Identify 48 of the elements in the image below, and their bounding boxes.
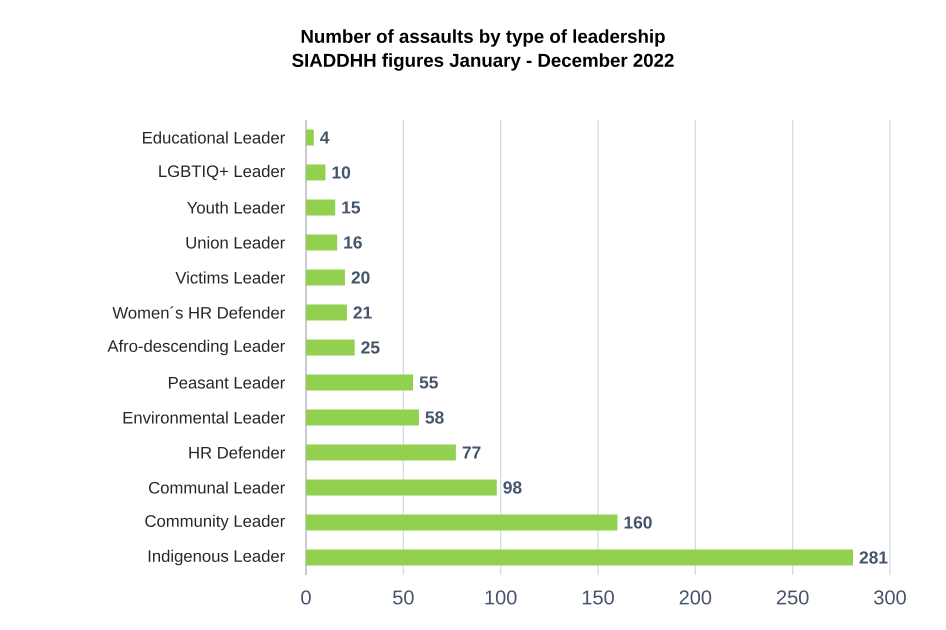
- bar: [306, 514, 618, 530]
- y-tick-label: Union Leader: [186, 236, 285, 249]
- data-label: 4: [320, 132, 330, 144]
- bar: [306, 409, 419, 426]
- x-tick-label: 0: [301, 590, 311, 605]
- x-tick-label: 200: [680, 590, 712, 605]
- bar: [306, 339, 355, 356]
- bar: [306, 479, 497, 496]
- chart-title: Number of assaults by type of leadership: [302, 29, 665, 47]
- bar: [306, 129, 314, 146]
- bar: [306, 199, 336, 216]
- data-label: 20: [352, 271, 370, 284]
- y-tick-label: LGBTIQ+ Leader: [159, 164, 285, 180]
- data-label: 160: [624, 516, 652, 529]
- y-tick-label: Peasant Leader: [168, 376, 285, 389]
- x-tick-label: 100: [486, 590, 517, 605]
- bar: [306, 234, 338, 250]
- bar: [306, 549, 854, 566]
- x-tick-label: 50: [393, 590, 414, 605]
- data-label: 15: [342, 201, 360, 214]
- y-tick-label: Communal Leader: [149, 481, 285, 494]
- data-label: 25: [361, 341, 380, 354]
- x-tick-label: 250: [776, 590, 809, 605]
- y-tick-label: Women´s HR Defender: [112, 306, 285, 319]
- data-label: 98: [503, 481, 522, 494]
- y-tick-label: Afro-descending Leader: [107, 340, 285, 356]
- y-tick-label: Educational Leader: [143, 131, 285, 144]
- data-label: 16: [344, 236, 362, 249]
- data-label: 10: [332, 166, 350, 179]
- data-label: 281: [860, 551, 888, 564]
- y-tick-label: Environmental Leader: [124, 411, 285, 424]
- bar: [306, 304, 347, 320]
- x-tick-label: 150: [582, 590, 614, 605]
- data-label: 58: [425, 411, 444, 424]
- y-tick-label: Victims Leader: [175, 271, 285, 284]
- bar: [306, 269, 345, 286]
- data-label: 21: [354, 306, 372, 319]
- bar: [306, 444, 456, 460]
- chart-subtitle: SIADDHH figures January - December 2022: [292, 53, 674, 71]
- bar: [306, 164, 326, 180]
- x-tick-label: 300: [874, 590, 906, 605]
- y-tick-label: Community Leader: [145, 514, 285, 530]
- y-tick-label: Indigenous Leader: [148, 550, 285, 566]
- data-label: 55: [420, 376, 438, 389]
- data-label: 77: [462, 446, 480, 458]
- bar: [306, 374, 414, 390]
- y-tick-label: Youth Leader: [187, 201, 285, 214]
- y-tick-label: HR Defender: [189, 446, 285, 459]
